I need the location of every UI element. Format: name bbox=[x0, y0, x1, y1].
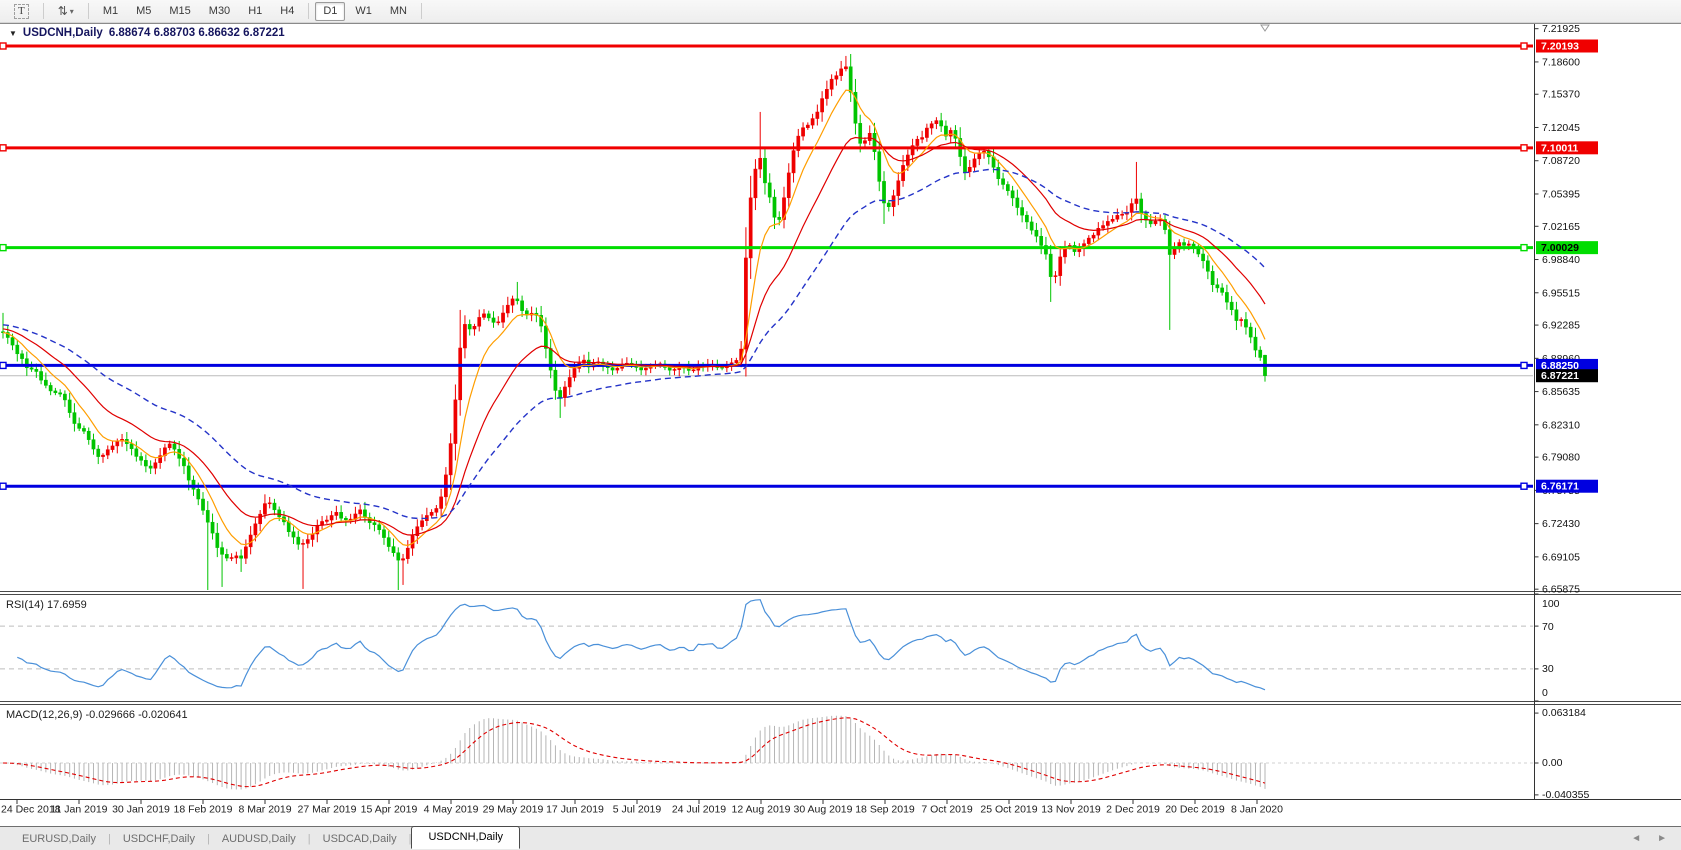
tab-scroll-arrows: ◄ ► bbox=[1631, 833, 1667, 844]
svg-text:6.92285: 6.92285 bbox=[1542, 320, 1580, 332]
svg-text:18 Feb 2019: 18 Feb 2019 bbox=[174, 804, 233, 816]
svg-text:6.72430: 6.72430 bbox=[1542, 518, 1580, 530]
svg-text:7.21925: 7.21925 bbox=[1542, 23, 1580, 35]
svg-text:7.15370: 7.15370 bbox=[1542, 89, 1580, 101]
timeframe-button-w1[interactable]: W1 bbox=[347, 2, 380, 21]
tab-eurusd[interactable]: EURUSD,Daily bbox=[22, 832, 96, 845]
svg-text:25 Oct 2019: 25 Oct 2019 bbox=[980, 804, 1037, 816]
svg-text:7.00029: 7.00029 bbox=[1541, 242, 1579, 254]
svg-text:-0.040355: -0.040355 bbox=[1542, 789, 1589, 801]
svg-text:100: 100 bbox=[1542, 598, 1560, 610]
svg-text:0.063184: 0.063184 bbox=[1542, 707, 1586, 719]
timeframe-button-d1[interactable]: D1 bbox=[315, 1, 346, 21]
svg-text:17 Jun 2019: 17 Jun 2019 bbox=[546, 804, 604, 816]
svg-text:6.65875: 6.65875 bbox=[1542, 584, 1580, 596]
svg-text:15 Apr 2019: 15 Apr 2019 bbox=[361, 804, 418, 816]
svg-text:27 Mar 2019: 27 Mar 2019 bbox=[298, 804, 357, 816]
tick-arrows-button[interactable]: ⇅ ▾ bbox=[50, 2, 82, 21]
svg-text:11 Jan 2019: 11 Jan 2019 bbox=[50, 804, 107, 816]
svg-text:30: 30 bbox=[1542, 663, 1554, 675]
tab-divider: | bbox=[307, 832, 311, 845]
toolbar-divider bbox=[87, 3, 89, 19]
chart-tab-bar: EURUSD,Daily | USDCHF,Daily | AUDUSD,Daily | U… bbox=[0, 825, 1681, 850]
timeframe-button-m5[interactable]: M5 bbox=[128, 2, 159, 21]
svg-text:24 Jul 2019: 24 Jul 2019 bbox=[672, 804, 726, 816]
svg-text:7.20193: 7.20193 bbox=[1541, 41, 1579, 53]
svg-text:20 Dec 2019: 20 Dec 2019 bbox=[1165, 804, 1225, 816]
timeframe-button-m30[interactable]: M30 bbox=[201, 2, 238, 21]
svg-text:7 Oct 2019: 7 Oct 2019 bbox=[921, 804, 973, 816]
svg-text:7.12045: 7.12045 bbox=[1542, 122, 1580, 134]
svg-text:7.05395: 7.05395 bbox=[1542, 188, 1580, 200]
svg-text:4 May 2019: 4 May 2019 bbox=[424, 804, 479, 816]
toolbar: T ⇅ ▾ M1 M5 M15 M30 H1 H4 D1 W1 MN bbox=[0, 0, 1681, 23]
chart-title: ▼ USDCNH,Daily 6.88674 6.88703 6.86632 6… bbox=[9, 27, 285, 39]
svg-text:2 Dec 2019: 2 Dec 2019 bbox=[1106, 804, 1160, 816]
text-tool-icon: T bbox=[14, 3, 29, 19]
svg-text:6.85635: 6.85635 bbox=[1542, 386, 1580, 398]
tab-divider: | bbox=[408, 832, 412, 845]
svg-text:6.98840: 6.98840 bbox=[1542, 254, 1580, 266]
tab-audusd[interactable]: AUDUSD,Daily bbox=[221, 832, 296, 845]
svg-text:8 Jan 2020: 8 Jan 2020 bbox=[1231, 804, 1283, 816]
tab-divider: | bbox=[206, 832, 210, 845]
svg-text:24 Dec 2018: 24 Dec 2018 bbox=[1, 804, 61, 816]
tab-usdcnh[interactable]: USDCNH,Daily bbox=[411, 825, 521, 849]
svg-text:30 Jan 2019: 30 Jan 2019 bbox=[112, 804, 170, 816]
timeframe-button-h4[interactable]: H4 bbox=[272, 2, 302, 21]
svg-text:6.69105: 6.69105 bbox=[1542, 551, 1580, 563]
svg-text:18 Sep 2019: 18 Sep 2019 bbox=[855, 804, 915, 816]
collapse-triangle-icon[interactable]: ▼ bbox=[9, 28, 17, 38]
svg-text:0: 0 bbox=[1542, 687, 1548, 699]
chart-symbol-label: USDCNH,Daily bbox=[22, 27, 103, 39]
chevron-down-icon: ▾ bbox=[69, 6, 74, 16]
timeframe-button-m15[interactable]: M15 bbox=[161, 2, 198, 21]
toolbar-divider bbox=[420, 3, 422, 19]
svg-text:70: 70 bbox=[1542, 621, 1554, 633]
svg-text:6.79080: 6.79080 bbox=[1542, 452, 1580, 464]
svg-text:6.76171: 6.76171 bbox=[1541, 481, 1579, 493]
toolbar-divider bbox=[308, 3, 310, 19]
tab-usdcad[interactable]: USDCAD,Daily bbox=[322, 832, 397, 845]
svg-text:6.95515: 6.95515 bbox=[1542, 287, 1580, 299]
tab-divider: | bbox=[107, 832, 111, 845]
svg-text:0.00: 0.00 bbox=[1542, 757, 1563, 769]
svg-text:5 Jul 2019: 5 Jul 2019 bbox=[613, 804, 662, 816]
svg-text:7.18600: 7.18600 bbox=[1542, 56, 1580, 68]
svg-text:7.02165: 7.02165 bbox=[1542, 221, 1580, 233]
svg-text:7.08720: 7.08720 bbox=[1542, 155, 1580, 167]
svg-text:8 Mar 2019: 8 Mar 2019 bbox=[238, 804, 291, 816]
tab-usdchf[interactable]: USDCHF,Daily bbox=[122, 832, 195, 845]
svg-text:6.82310: 6.82310 bbox=[1542, 419, 1580, 431]
toolbar-divider bbox=[42, 3, 44, 19]
timeframe-button-m1[interactable]: M1 bbox=[95, 2, 126, 21]
text-tool-button[interactable]: T bbox=[6, 2, 37, 21]
tabs-scroll-left-icon[interactable]: ◄ bbox=[1631, 833, 1642, 844]
timeframe-group: M1 M5 M15 M30 H1 H4 D1 W1 MN bbox=[94, 1, 427, 21]
chart-ohlc-values: 6.88674 6.88703 6.86632 6.87221 bbox=[108, 27, 285, 39]
svg-text:13 Nov 2019: 13 Nov 2019 bbox=[1041, 804, 1101, 816]
chart-tabs: EURUSD,Daily | USDCHF,Daily | AUDUSD,Daily | U… bbox=[10, 825, 521, 849]
svg-text:29 May 2019: 29 May 2019 bbox=[483, 804, 544, 816]
svg-text:7.10011: 7.10011 bbox=[1541, 142, 1579, 154]
svg-text:12 Aug 2019: 12 Aug 2019 bbox=[732, 804, 791, 816]
timeframe-button-mn[interactable]: MN bbox=[382, 2, 415, 21]
macd-label: MACD(12,26,9) -0.029666 -0.020641 bbox=[6, 709, 188, 721]
svg-text:6.87221: 6.87221 bbox=[1541, 370, 1579, 382]
rsi-label: RSI(14) 17.6959 bbox=[6, 599, 87, 611]
timeframe-button-h1[interactable]: H1 bbox=[240, 2, 270, 21]
svg-text:30 Aug 2019: 30 Aug 2019 bbox=[794, 804, 853, 816]
svg-text:6.88250: 6.88250 bbox=[1541, 360, 1579, 372]
sort-arrows-icon: ⇅ bbox=[57, 4, 68, 18]
tabs-scroll-right-icon[interactable]: ► bbox=[1657, 833, 1667, 844]
